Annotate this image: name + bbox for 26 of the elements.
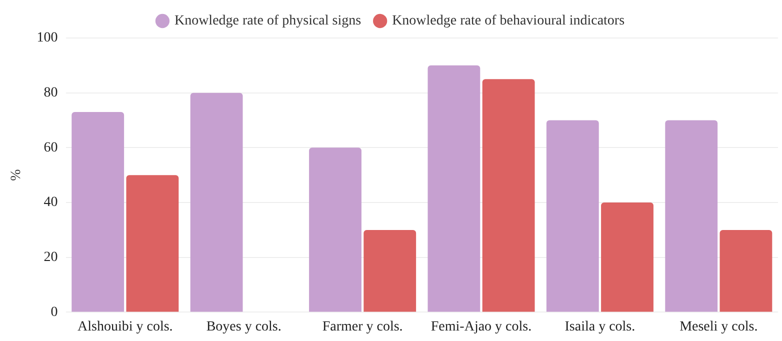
legend-label: Knowledge rate of physical signs <box>174 14 362 29</box>
x-tick-label: Femi-Ajao y cols. <box>430 319 532 334</box>
x-tick-label: Isaila y cols. <box>564 319 636 334</box>
x-tick-label: Farmer y cols. <box>322 319 403 334</box>
bar <box>309 148 362 312</box>
x-tick-label: Alshouibi y cols. <box>78 319 173 334</box>
bar <box>482 79 535 312</box>
bar <box>665 120 718 312</box>
legend-label: Knowledge rate of behavioural indicators <box>392 14 625 29</box>
x-tick-label: Boyes y cols. <box>206 319 282 334</box>
bar <box>190 92 243 312</box>
y-axis-title: % <box>9 168 24 181</box>
y-tick-label: 20 <box>44 250 58 266</box>
y-tick-label: 80 <box>44 86 58 101</box>
y-tick-label: 60 <box>44 140 58 156</box>
y-tick-label: 0 <box>50 304 58 320</box>
bar <box>546 120 599 312</box>
bar <box>72 112 124 312</box>
x-tick-label: Meseli y cols. <box>680 319 758 334</box>
y-tick-label: 100 <box>36 30 58 46</box>
y-tick-label: 40 <box>44 195 58 210</box>
bar <box>720 230 772 312</box>
bar <box>364 230 416 312</box>
bar <box>601 202 654 312</box>
bar <box>428 65 480 312</box>
bar <box>126 175 179 312</box>
